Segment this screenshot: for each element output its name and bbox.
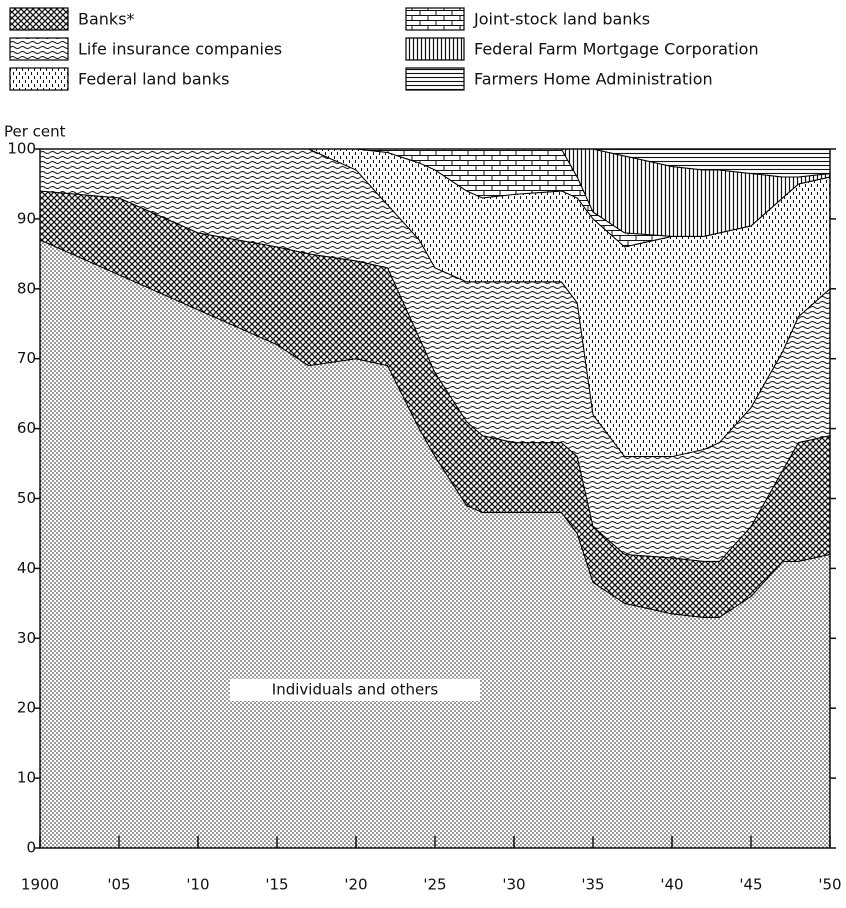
x-tick-label: '10	[186, 876, 209, 894]
legend-swatch	[9, 7, 69, 31]
legend-swatch	[405, 37, 465, 61]
legend-label: Life insurance companies	[78, 40, 282, 59]
x-tick-label: '05	[107, 876, 130, 894]
legend-swatch	[405, 67, 465, 91]
y-tick-label: 10	[17, 769, 36, 787]
y-tick-label: 40	[17, 559, 36, 577]
legend-swatch	[9, 67, 69, 91]
x-tick-label: '45	[739, 876, 762, 894]
legend-swatch	[9, 37, 69, 61]
x-tick-label: '40	[660, 876, 683, 894]
y-tick-label: 90	[17, 209, 36, 227]
legend-label: Banks*	[78, 10, 135, 29]
annotation-bg	[230, 679, 480, 701]
y-tick-label: 50	[17, 489, 36, 507]
x-tick-label: '20	[344, 876, 367, 894]
legend-swatch	[405, 7, 465, 31]
x-tick-label: '30	[502, 876, 525, 894]
plot-area: 0 10 20 30 40 50 60 70 80 90 100 1900 '05 '10 '15 '20 '2…	[7, 140, 841, 894]
x-tick-label: '35	[581, 876, 604, 894]
legend-label: Farmers Home Administration	[474, 70, 713, 89]
y-tick-label: 20	[17, 699, 36, 717]
x-tick-label: '25	[423, 876, 446, 894]
x-tick-label: 1900	[21, 876, 59, 894]
legend-label: Federal land banks	[78, 70, 229, 89]
y-tick-label: 0	[26, 839, 36, 857]
y-tick-label: 70	[17, 349, 36, 367]
y-tick-label: 80	[17, 279, 36, 297]
x-tick-label: '15	[265, 876, 288, 894]
y-tick-label: 30	[17, 629, 36, 647]
legend: Banks* Joint-stock land banks Life insuran…	[9, 7, 759, 91]
legend-label: Federal Farm Mortgage Corporation	[474, 40, 759, 59]
annotation: Individuals and others	[272, 681, 439, 699]
x-tick-label: '50	[818, 876, 841, 894]
y-tick-label: 60	[17, 419, 36, 437]
y-axis-label: Per cent	[4, 123, 66, 141]
y-tick-label: 100	[7, 140, 36, 158]
legend-label: Joint-stock land banks	[473, 10, 650, 29]
